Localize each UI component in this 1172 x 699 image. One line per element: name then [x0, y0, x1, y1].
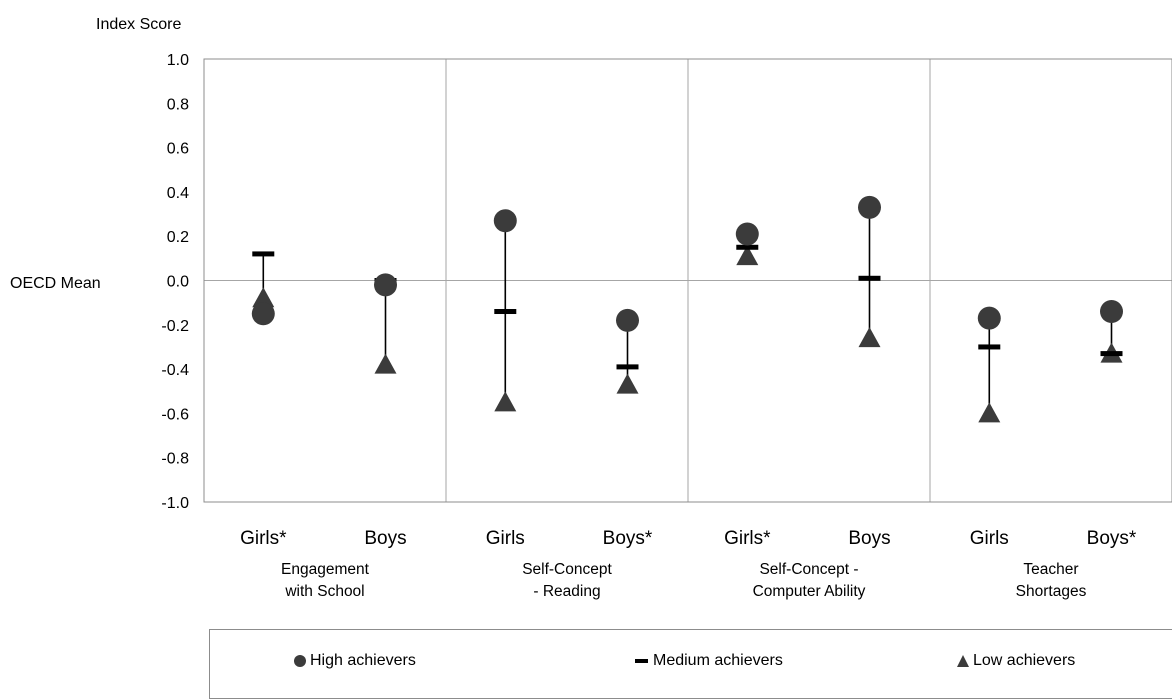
high-achievers-marker — [251, 302, 275, 326]
x-group-label: Computer Ability — [753, 583, 866, 600]
legend-item-high: High achievers — [293, 652, 416, 670]
x-group-label: - Reading — [533, 583, 600, 600]
y-tick-label: 1.0 — [167, 52, 189, 69]
y-axis-title: Index Score — [96, 16, 181, 33]
legend-item-low: Low achievers — [956, 652, 1075, 670]
oecd-mean-label: OECD Mean — [10, 275, 101, 292]
y-tick-label: -0.6 — [161, 406, 189, 423]
plot-border — [203, 58, 1172, 503]
medium-achievers-marker — [858, 275, 881, 281]
x-category-label: Boys* — [603, 528, 653, 549]
x-group-label: Self-Concept - — [759, 561, 858, 578]
low-achievers-marker — [858, 327, 881, 348]
low-achievers-marker — [374, 353, 397, 374]
legend-label-medium: Medium achievers — [653, 652, 783, 669]
x-category-label: Girls* — [240, 528, 287, 549]
high-achievers-marker — [1100, 300, 1123, 324]
x-group-label: Shortages — [1016, 583, 1087, 600]
x-category-label: Girls — [970, 528, 1009, 549]
dash-marker-icon — [635, 659, 648, 663]
x-group-label: Self-Concept — [522, 561, 612, 578]
medium-achievers-marker — [978, 344, 1001, 350]
medium-achievers-marker — [252, 251, 275, 257]
high-achievers-marker — [374, 273, 397, 297]
low-achievers-marker — [494, 391, 517, 412]
y-tick-label: 0.8 — [167, 96, 189, 113]
high-achievers-marker — [977, 306, 1001, 330]
x-category-label: Girls — [486, 528, 525, 549]
chart: Index Score OECD Mean 1.0 0.8 0.6 0.4 0.2 0.0… — [10, 16, 1172, 600]
high-achievers-marker — [616, 308, 639, 332]
medium-achievers-marker — [736, 244, 759, 250]
legend-item-medium: Medium achievers — [634, 652, 783, 670]
y-tick-label: -0.2 — [161, 318, 189, 335]
x-category-label: Boys — [364, 528, 406, 549]
medium-achievers-marker — [494, 309, 517, 315]
legend-label-high: High achievers — [310, 652, 416, 669]
low-achievers-marker — [736, 245, 759, 266]
y-tick-label: 0.4 — [167, 185, 189, 202]
medium-achievers-marker — [1100, 351, 1123, 357]
y-tick-label: -0.8 — [161, 451, 189, 468]
low-achievers-marker — [252, 287, 275, 308]
high-achievers-marker — [735, 222, 759, 246]
y-tick-label: 0.2 — [167, 229, 189, 246]
y-tick-label: -0.4 — [161, 362, 189, 379]
x-category-label: Boys* — [1087, 528, 1137, 549]
y-tick-label: -1.0 — [161, 495, 189, 512]
x-category-label: Girls* — [724, 528, 771, 549]
triangle-marker-icon — [957, 655, 969, 667]
x-group-label: with School — [284, 583, 364, 600]
y-tick-label: 0.6 — [167, 141, 189, 158]
plot-area: 1.0 0.8 0.6 0.4 0.2 0.0 -0.2 -0.4 -0.6 -0.8 -1.0 Gi… — [161, 52, 1172, 600]
circle-marker-icon — [294, 655, 306, 667]
medium-achievers-marker — [616, 364, 639, 370]
legend: High achievers Medium achievers Low achi… — [209, 629, 1172, 699]
x-category-label: Boys — [848, 528, 890, 549]
x-group-label: Engagement — [281, 561, 370, 578]
high-achievers-marker — [858, 195, 881, 219]
x-group-label: Teacher — [1023, 561, 1078, 578]
y-tick-label: 0.0 — [167, 274, 189, 291]
legend-label-low: Low achievers — [973, 652, 1076, 669]
high-achievers-marker — [493, 209, 517, 233]
low-achievers-marker — [616, 373, 639, 394]
low-achievers-marker — [978, 402, 1001, 423]
